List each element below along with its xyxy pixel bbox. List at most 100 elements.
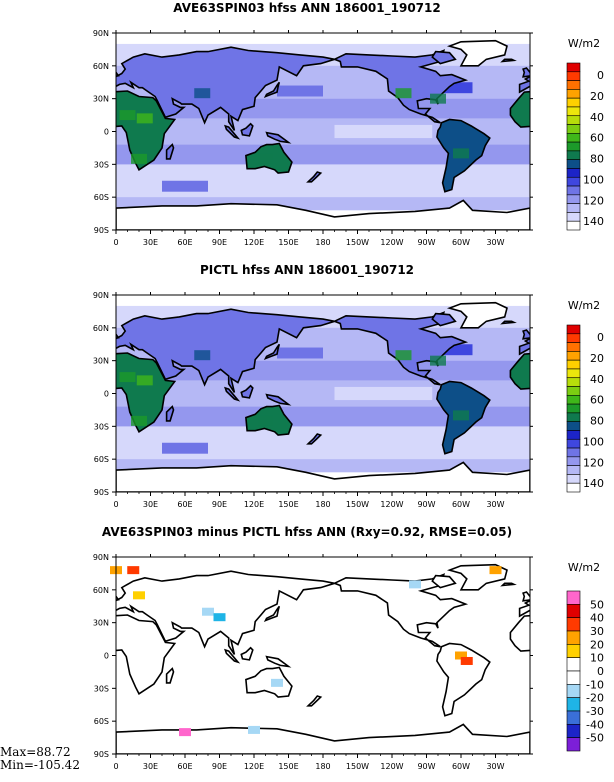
colorbar-label: 40	[590, 373, 604, 386]
x-tick-label: 150W	[346, 238, 369, 247]
colorbar-label: 20	[590, 352, 604, 365]
x-tick-label: 150E	[278, 500, 298, 509]
colorbar: W/m2 0 20 40 60 80 100 120 140	[566, 37, 604, 231]
min-label: Min=-105.42	[0, 758, 80, 772]
continent-greenland	[446, 39, 508, 67]
colorbar-label: 30	[590, 625, 604, 638]
land-hotspot	[194, 350, 211, 361]
colorbar-box	[566, 141, 581, 152]
land-hotspot	[257, 415, 274, 426]
colorbar-box	[566, 395, 581, 405]
colorbar-label: 120	[583, 456, 604, 469]
land-hotspot	[453, 148, 469, 159]
map-plot: 0 30E 60E 90E 120E 150E 180 150W 120W 90W 60W 30W 90…	[93, 291, 533, 509]
x-tick-label: 0	[113, 762, 118, 771]
colorbar-box	[566, 159, 581, 169]
colorbar-box	[566, 62, 581, 73]
y-tick-label: 90N	[93, 553, 109, 562]
storm-track	[162, 180, 208, 192]
kuroshio	[277, 85, 323, 97]
map-plot: 0 30E 60E 90E 120E 150E 180 150W 120W 90W 60W 30W 90…	[93, 29, 533, 247]
lat-band	[116, 33, 530, 44]
colorbar-box	[566, 212, 581, 222]
y-tick-label: 30N	[93, 619, 109, 628]
colorbar-box	[566, 421, 581, 431]
continent-sumatra	[224, 124, 241, 140]
land-hotspot	[453, 410, 469, 421]
colorbar-label: 140	[583, 477, 604, 490]
y-tick-label: 0	[104, 390, 109, 399]
continent-baffin	[431, 50, 457, 65]
lat-band	[116, 144, 530, 165]
colorbar-box	[566, 194, 581, 204]
y-tick-label: 60N	[93, 324, 109, 333]
cold-tongue	[334, 124, 433, 139]
max-label: Max=88.72	[0, 745, 71, 759]
colorbar-box	[566, 368, 581, 379]
colorbar-box	[566, 447, 581, 458]
colorbar-label: 10	[590, 652, 604, 665]
colorbar-box	[566, 324, 581, 335]
units-label: W/m2	[568, 561, 600, 574]
y-tick-label: 30S	[94, 422, 109, 431]
diff-hotspot	[202, 607, 214, 616]
y-tick-label: 90S	[94, 488, 109, 497]
continent-iceland	[500, 320, 517, 325]
colorbar-label: 140	[583, 215, 604, 228]
continent-iceland	[500, 58, 517, 63]
colorbar-label: -50	[586, 732, 604, 745]
colorbar-label: -40	[586, 718, 604, 731]
continent-eurasia	[518, 337, 530, 356]
panel-title: AVE63SPIN03 minus PICTL hfss ANN (Rxy=0.…	[101, 525, 513, 539]
diff-hotspot	[271, 678, 283, 687]
colorbar-box	[566, 203, 581, 213]
y-tick-label: 30S	[94, 684, 109, 693]
continent-borneo	[240, 384, 254, 399]
colorbar-label: 100	[583, 435, 604, 448]
land-hotspot	[131, 415, 147, 426]
colorbar-box	[566, 386, 581, 396]
colorbar-label: 40	[590, 612, 604, 625]
map-difference: 0 30E 60E 90E 120E 150E 180 150W 120W 90W 60W 30W 90…	[93, 553, 604, 771]
x-tick-label: 30W	[486, 238, 504, 247]
colorbar-box	[566, 220, 581, 231]
panel-control: PICTL hfss ANN 186001_190712 0 30E 60E 90E 1…	[0, 262, 614, 517]
diff-hotspot	[213, 613, 226, 622]
x-tick-label: 90E	[212, 500, 227, 509]
colorbar-box	[566, 412, 581, 422]
colorbar-box	[566, 630, 581, 645]
continent-newguinea	[265, 393, 292, 406]
gulf-stream	[443, 82, 473, 94]
diff-hotspot	[455, 651, 467, 660]
y-tick-label: 0	[104, 652, 109, 661]
colorbar-box	[566, 176, 581, 187]
x-tick-label: 120E	[244, 762, 264, 771]
panel-difference: AVE63SPIN03 minus PICTL hfss ANN (Rxy=0.…	[0, 524, 614, 782]
x-tick-label: 180	[315, 500, 330, 509]
continent-africa	[116, 614, 177, 695]
y-tick-label: 60N	[93, 62, 109, 71]
colorbar-label: 0	[597, 69, 604, 82]
colorbar-label: 60	[590, 394, 604, 407]
x-tick-label: 30E	[143, 238, 158, 247]
colorbar-label: 100	[583, 173, 604, 186]
x-tick-label: 120E	[244, 500, 264, 509]
cold-tongue	[334, 386, 433, 401]
continent-japan	[263, 605, 281, 622]
x-tick-label: 150E	[278, 238, 298, 247]
colorbar-box	[566, 590, 581, 605]
colorbar-box	[566, 80, 581, 90]
colorbar-box	[566, 604, 581, 618]
x-tick-label: 60W	[452, 762, 470, 771]
colorbar-label: 20	[590, 90, 604, 103]
continent-britain	[522, 591, 530, 602]
colorbar-box	[566, 710, 581, 725]
colorbar-box	[566, 482, 581, 493]
x-tick-label: 150E	[278, 762, 298, 771]
continent-eurasia	[116, 46, 335, 131]
diff-hotspot	[179, 728, 191, 737]
x-tick-label: 120W	[380, 762, 403, 771]
x-tick-label: 120W	[380, 500, 403, 509]
colorbar-box	[566, 133, 581, 143]
